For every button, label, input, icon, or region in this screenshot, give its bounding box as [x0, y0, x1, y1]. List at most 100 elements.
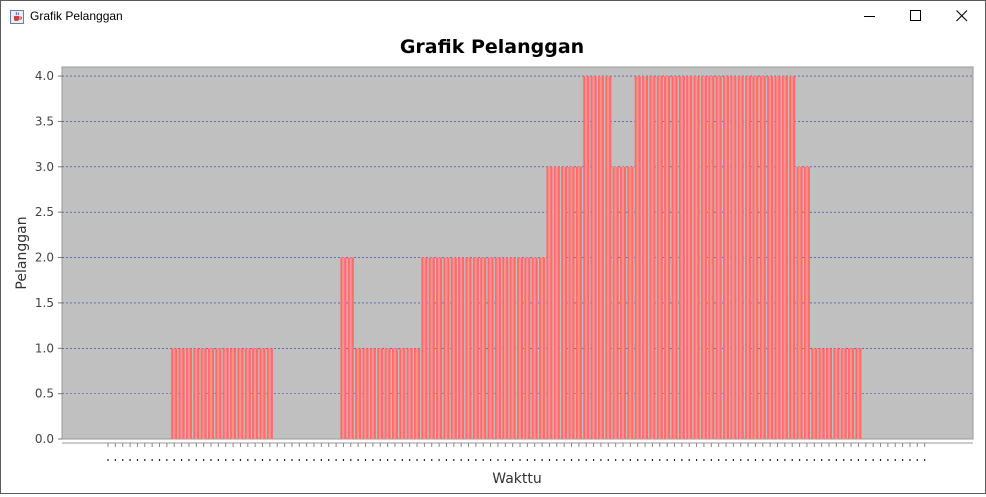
- chart-title: Grafik Pelanggan: [400, 36, 584, 58]
- x-tick-label: [769, 459, 771, 461]
- bar-highlight: [768, 76, 772, 439]
- bar-highlight: [636, 76, 639, 439]
- x-tick-label: [798, 459, 801, 461]
- x-tick-label: [710, 459, 712, 461]
- bar-highlight: [761, 76, 764, 439]
- x-tick-label: [592, 459, 595, 461]
- x-tick-label: [342, 459, 345, 461]
- x-tick-label: [401, 459, 403, 461]
- x-tick-label: [276, 459, 278, 461]
- bar-highlight: [356, 348, 360, 439]
- x-tick-label: [269, 459, 271, 461]
- x-tick-label: [173, 459, 175, 461]
- bar-chart: Grafik Pelanggan 0.0 0.5 1.0 1.5 2.0 2.5 3.0 3.…: [14, 36, 974, 487]
- x-tick-label: [225, 459, 227, 461]
- bar-highlight: [688, 76, 691, 439]
- x-tick-label: [644, 459, 646, 461]
- bar-highlight: [820, 348, 823, 439]
- bar-highlight: [607, 76, 610, 439]
- x-tick-label: [784, 459, 786, 461]
- x-tick-label: [328, 459, 330, 461]
- bar-highlight: [673, 76, 676, 439]
- x-tick-label: [791, 459, 793, 461]
- minimize-icon: [864, 16, 875, 17]
- title-bar[interactable]: Grafik Pelanggan: [1, 1, 985, 31]
- x-tick-label: [857, 459, 860, 461]
- x-tick-label: [622, 459, 624, 461]
- x-tick-label: [460, 459, 462, 461]
- x-tick-label: [548, 459, 551, 461]
- bar-highlight: [489, 257, 492, 439]
- y-tick-label: 3.0: [35, 160, 54, 174]
- bar-highlight: [518, 257, 521, 439]
- bar-highlight: [496, 257, 499, 439]
- bar-highlight: [717, 76, 720, 439]
- window-title: Grafik Pelanggan: [30, 9, 123, 23]
- bar-highlight: [195, 348, 198, 439]
- bar-highlight: [614, 166, 617, 439]
- bar-highlight: [776, 76, 779, 439]
- x-tick-label: [887, 459, 889, 461]
- bar-highlight: [445, 257, 448, 439]
- bar-highlight: [805, 166, 808, 439]
- bar-highlight: [253, 348, 257, 439]
- x-tick-label: [232, 459, 234, 461]
- x-tick-label: [283, 459, 286, 461]
- bar-highlight: [231, 348, 234, 439]
- x-tick-label: [600, 459, 602, 461]
- x-tick-label: [909, 459, 911, 461]
- bar-highlight: [393, 348, 396, 439]
- bar-highlight: [658, 76, 661, 439]
- x-tick-label: [754, 459, 757, 461]
- x-tick-label: [306, 459, 308, 461]
- bar-highlight: [474, 257, 477, 439]
- x-tick-label: [607, 459, 609, 461]
- x-tick-label: [203, 459, 205, 461]
- bar-highlight: [783, 76, 786, 439]
- bar-highlight: [849, 348, 852, 439]
- bar-highlight: [629, 166, 632, 439]
- x-tick-label: [261, 459, 264, 461]
- bar-highlight: [386, 348, 389, 439]
- x-tick-label: [585, 459, 587, 461]
- x-tick-label: [188, 459, 190, 461]
- x-tick-label: [482, 459, 484, 461]
- x-tick-label: [497, 459, 499, 461]
- bar-highlight: [415, 348, 418, 439]
- close-button[interactable]: [939, 1, 985, 31]
- x-tick-label: [651, 459, 654, 461]
- x-tick-label: [629, 459, 631, 461]
- x-tick-label: [320, 459, 322, 461]
- x-tick-label: [357, 459, 359, 461]
- bar-highlight: [437, 257, 440, 439]
- chart-panel: Grafik Pelanggan 0.0 0.5 1.0 1.5 2.0 2.5 3.0 3.…: [1, 31, 985, 493]
- x-tick-label: [379, 459, 381, 461]
- minimize-button[interactable]: [847, 1, 893, 31]
- bar-highlight: [798, 166, 801, 439]
- x-tick-label: [732, 459, 734, 461]
- bar-highlight: [585, 76, 588, 439]
- bar-highlight: [643, 76, 646, 439]
- x-tick-label: [695, 459, 698, 461]
- x-tick-label: [776, 459, 779, 461]
- x-tick-label: [247, 459, 249, 461]
- bar-highlight: [835, 348, 838, 439]
- bar-highlight: [577, 166, 580, 439]
- bar-highlight: [570, 166, 573, 439]
- x-tick-label: [901, 459, 904, 461]
- bar-highlight: [599, 76, 602, 439]
- x-tick-label: [659, 459, 661, 461]
- y-tick-label: 4.0: [35, 69, 54, 83]
- x-tick-label: [718, 459, 720, 461]
- x-tick-label: [151, 459, 153, 461]
- bar-highlight: [526, 257, 529, 439]
- x-tick-label: [394, 459, 396, 461]
- x-tick-label: [894, 459, 896, 461]
- x-axis: [62, 442, 973, 461]
- x-tick-label: [122, 459, 124, 461]
- bar-highlight: [562, 166, 566, 439]
- x-tick-label: [879, 459, 882, 461]
- maximize-button[interactable]: [893, 1, 939, 31]
- x-tick-label: [107, 459, 109, 461]
